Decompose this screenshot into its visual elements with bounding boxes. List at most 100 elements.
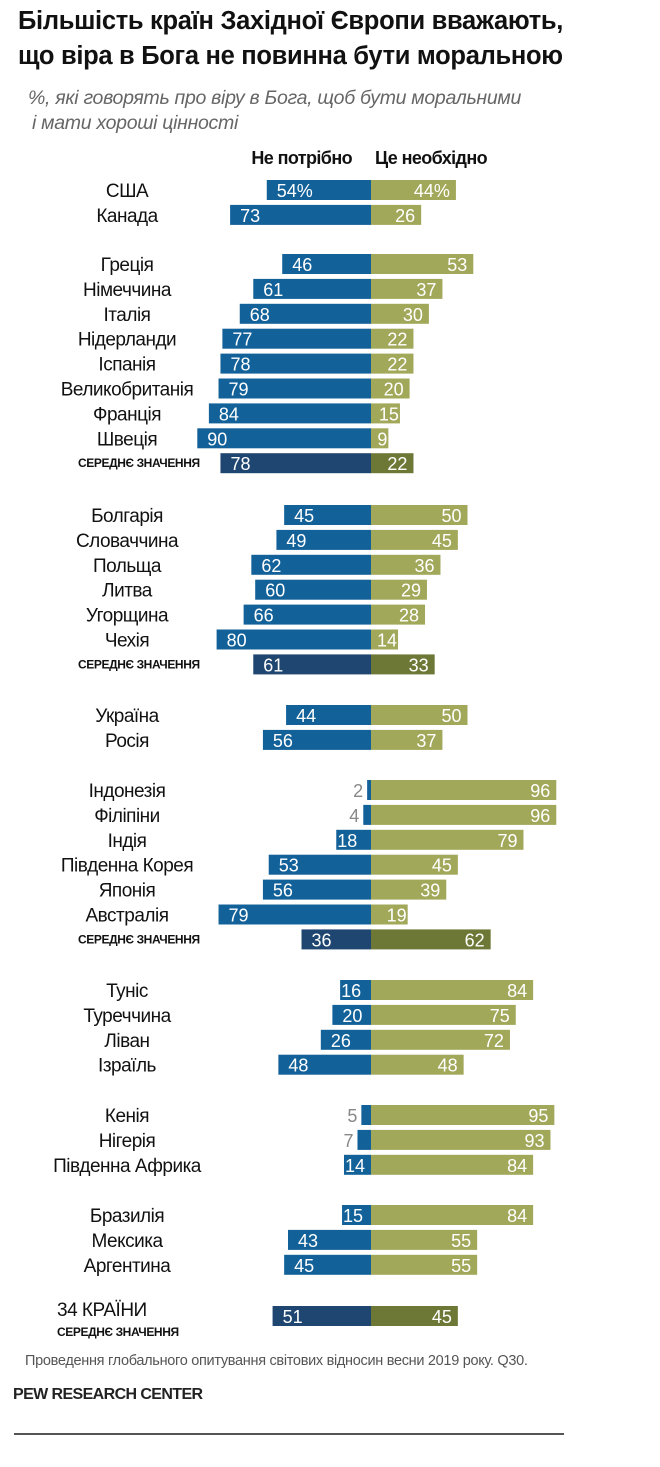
value-necessary: 20: [384, 380, 404, 400]
value-not-necessary: 61: [263, 280, 283, 300]
bar-not-necessary: [218, 904, 371, 925]
value-not-necessary: 73: [240, 206, 260, 226]
value-not-necessary: 78: [230, 355, 250, 375]
value-not-necessary: 60: [265, 581, 285, 601]
row-label: 34 КРАЇНИ: [57, 1300, 147, 1321]
chart-title: Більшість країн Західної Європи вважають…: [18, 4, 563, 74]
country-label: Канада: [96, 206, 158, 227]
bar-not-necessary: [320, 1029, 371, 1050]
value-not-necessary: 48: [288, 1056, 308, 1076]
bar-not-necessary: [262, 729, 371, 750]
bar-necessary: [371, 278, 443, 299]
value-necessary: 84: [507, 1156, 527, 1176]
bar-not-necessary: [276, 529, 371, 550]
brand-logo-text: PEW RESEARCH CENTER: [13, 1386, 203, 1403]
bar-not-necessary: [361, 1105, 371, 1125]
value-necessary: 50: [441, 506, 461, 526]
value-necessary: 53: [447, 255, 467, 275]
value-necessary: 29: [401, 581, 421, 601]
bar-necessary: [371, 729, 443, 750]
value-necessary: 44%: [414, 181, 450, 201]
value-not-necessary: 90: [207, 429, 227, 449]
value-not-necessary: 77: [232, 330, 252, 350]
bar-not-necessary: [363, 804, 371, 825]
country-label: Індонезія: [89, 781, 166, 802]
value-necessary: 19: [387, 906, 407, 926]
value-not-necessary: 18: [337, 831, 357, 851]
bar-not-necessary: [268, 854, 371, 875]
bar-not-necessary: [262, 879, 371, 900]
bar-not-necessary: [336, 829, 371, 850]
country-label: Аргентина: [84, 1256, 172, 1277]
country-label: Польща: [93, 556, 162, 577]
value-not-necessary: 79: [229, 380, 249, 400]
value-not-necessary: 61: [263, 655, 283, 675]
value-not-necessary: 56: [273, 881, 293, 901]
value-not-necessary: 78: [230, 454, 250, 474]
bar-necessary: [371, 654, 435, 675]
value-not-necessary: 84: [219, 404, 239, 424]
bar-not-necessary: [255, 579, 371, 600]
value-necessary: 50: [441, 706, 461, 726]
bar-not-necessary: [239, 303, 371, 324]
value-not-necessary: 2: [353, 781, 363, 801]
bar-necessary: [371, 854, 458, 875]
bar-necessary: [371, 1154, 534, 1175]
median-label: СЕРЕДНЄ ЗНАЧЕННЯ: [78, 657, 200, 671]
bar-necessary: [371, 505, 468, 525]
country-label: Філіпіни: [94, 806, 160, 827]
value-necessary: 22: [387, 454, 407, 474]
bar-necessary: [371, 403, 400, 424]
value-necessary: 14: [377, 631, 397, 651]
country-label: Індія: [108, 831, 147, 852]
country-label: Іспанія: [98, 355, 155, 376]
value-not-necessary: 43: [298, 1231, 318, 1251]
bar-necessary: [371, 353, 414, 374]
value-necessary: 30: [403, 305, 423, 325]
bar-necessary: [371, 629, 399, 650]
bar-not-necessary: [208, 403, 371, 424]
country-label: Угорщина: [86, 606, 169, 627]
bar-necessary: [371, 904, 408, 925]
bar-necessary: [371, 1054, 464, 1075]
bar-necessary: [371, 1229, 478, 1250]
value-not-necessary: 36: [312, 930, 332, 950]
median-label: СЕРЕДНЄ ЗНАЧЕННЯ: [78, 456, 200, 470]
value-not-necessary: 56: [273, 731, 293, 751]
value-necessary: 62: [465, 930, 485, 950]
country-label: Чехія: [105, 631, 149, 652]
row-sublabel: СЕРЕДНЄ ЗНАЧЕННЯ: [57, 1325, 179, 1339]
value-not-necessary: 66: [254, 606, 274, 626]
bar-not-necessary: [284, 1254, 371, 1275]
bar-necessary: [371, 879, 447, 900]
median-label: СЕРЕДНЄ ЗНАЧЕННЯ: [78, 932, 200, 946]
bar-necessary: [371, 303, 429, 324]
value-not-necessary: 45: [294, 506, 314, 526]
legend-necessary: Це необхідно: [375, 148, 488, 168]
bar-not-necessary: [340, 980, 371, 1000]
country-label: Нідерланди: [78, 330, 176, 351]
subtitle-line: %, які говорять про віру в Бога, щоб бут…: [28, 87, 522, 109]
value-necessary: 37: [416, 731, 436, 751]
bar-necessary: [371, 180, 456, 200]
bar-necessary: [371, 1029, 510, 1050]
bar-necessary: [371, 328, 414, 349]
country-label: Бразилія: [90, 1206, 164, 1227]
country-label: Великобританія: [61, 380, 194, 401]
bar-necessary: [371, 1205, 534, 1225]
country-label: Південна Африка: [53, 1156, 202, 1177]
value-necessary: 55: [451, 1256, 471, 1276]
value-not-necessary: 44: [296, 706, 316, 726]
country-label: Туніс: [106, 981, 148, 1002]
value-necessary: 26: [395, 206, 415, 226]
bar-necessary: [371, 829, 524, 850]
bar-not-necessary: [230, 204, 371, 225]
country-label: Австралія: [86, 906, 169, 927]
value-not-necessary: 46: [292, 255, 312, 275]
bar-necessary: [371, 204, 422, 225]
bar-not-necessary: [278, 1054, 371, 1075]
value-necessary: 22: [387, 330, 407, 350]
value-necessary: 93: [524, 1131, 544, 1151]
bar-not-necessary: [251, 554, 371, 575]
footer-divider: [14, 1433, 564, 1435]
